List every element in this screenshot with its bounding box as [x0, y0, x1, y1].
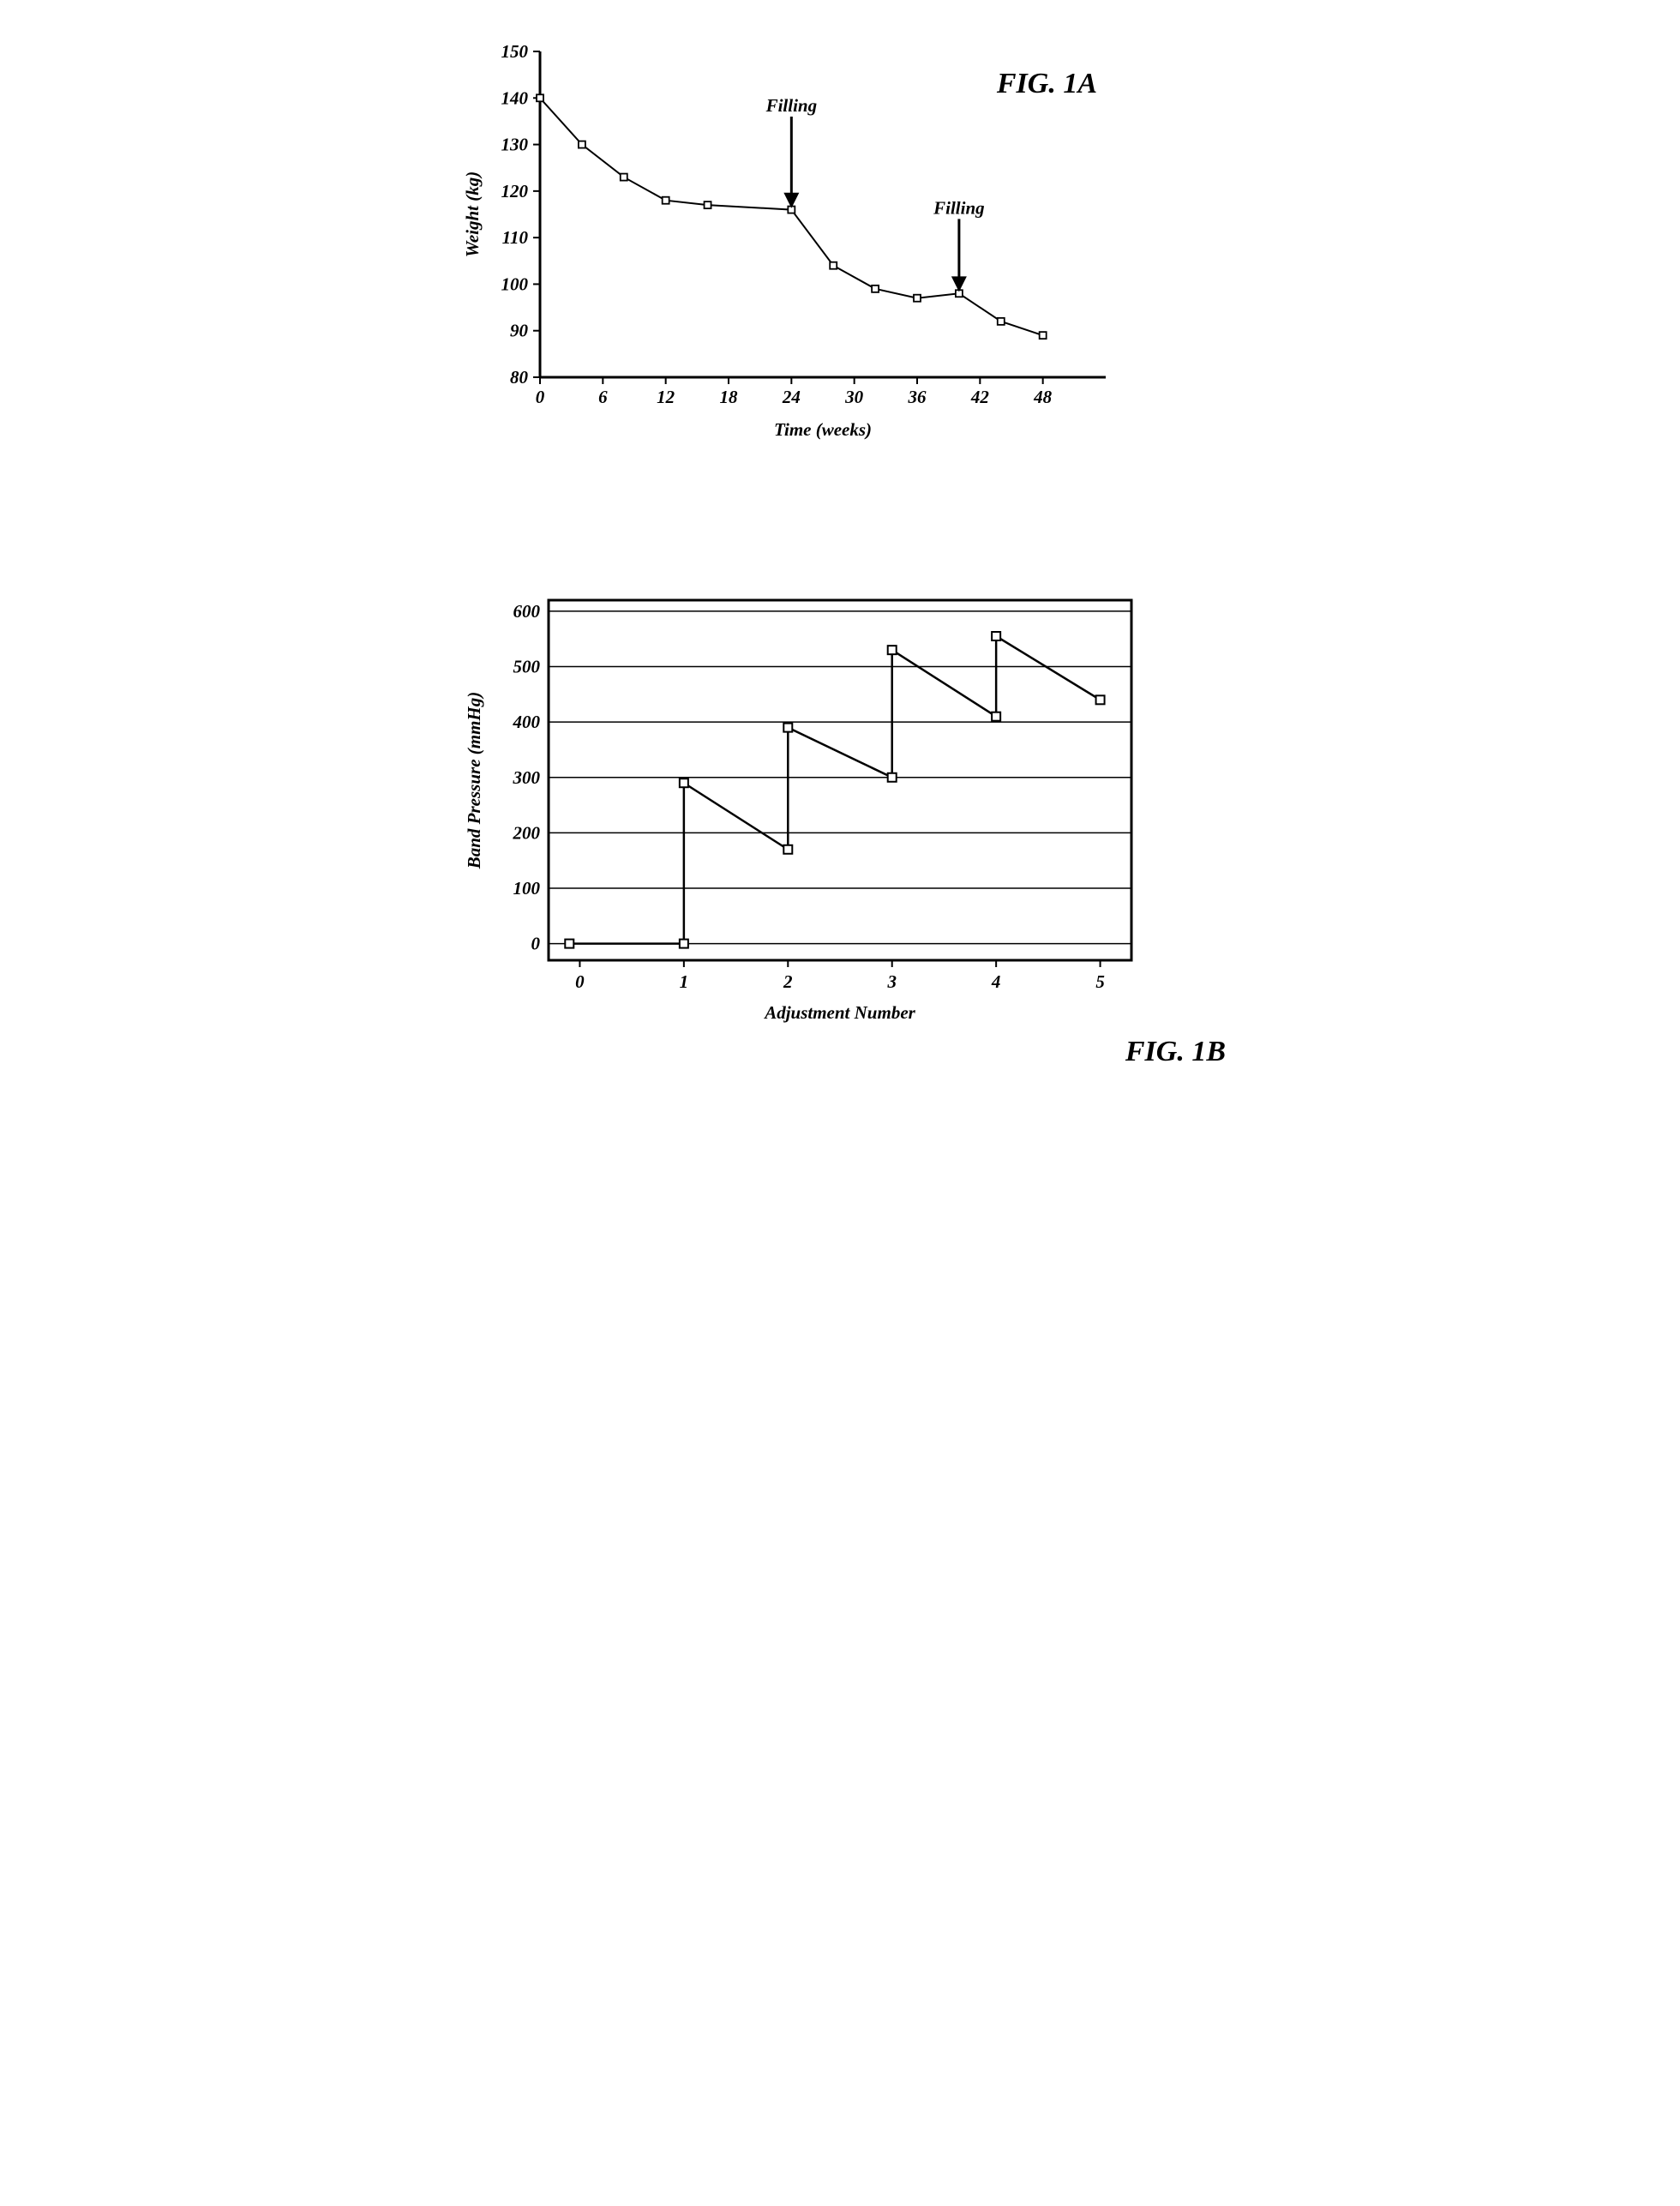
svg-text:3: 3 [886, 971, 897, 992]
svg-text:300: 300 [513, 767, 541, 788]
svg-text:24: 24 [782, 387, 801, 407]
svg-text:0: 0 [536, 387, 545, 407]
svg-text:130: 130 [501, 135, 529, 155]
svg-text:Filling: Filling [933, 197, 985, 218]
svg-text:Filling: Filling [765, 95, 818, 116]
fig-1a-container: 80 90 100 110 120 130 140 150 0 6 12 18 24 30 36 42 48 Ti… [454, 26, 1226, 446]
svg-text:600: 600 [513, 601, 541, 622]
fig-1b-chart: 0 100 200 300 400 500 600 0 1 2 3 4 5 Adjustment Numb… [454, 583, 1149, 1029]
fig-1b-container: 0 100 200 300 400 500 600 0 1 2 3 4 5 Adjustment Numb… [454, 583, 1226, 1068]
svg-text:200: 200 [513, 822, 541, 843]
fig-1b-title: FIG. 1B [454, 1036, 1226, 1068]
svg-text:1: 1 [680, 971, 689, 992]
svg-text:Band Pressure (mmHg): Band Pressure (mmHg) [464, 692, 484, 870]
svg-text:0: 0 [575, 971, 585, 992]
svg-text:FIG. 1A: FIG. 1A [996, 68, 1097, 99]
svg-text:90: 90 [510, 321, 529, 341]
svg-text:110: 110 [502, 227, 529, 248]
svg-text:2: 2 [783, 971, 793, 992]
svg-text:500: 500 [513, 657, 541, 677]
svg-text:80: 80 [510, 367, 529, 388]
svg-text:Adjustment Number: Adjustment Number [763, 1002, 915, 1023]
svg-text:120: 120 [501, 181, 529, 201]
svg-text:42: 42 [970, 387, 990, 407]
svg-text:30: 30 [844, 387, 864, 407]
svg-text:36: 36 [908, 387, 927, 407]
svg-text:Time (weeks): Time (weeks) [774, 419, 872, 440]
svg-text:12: 12 [657, 387, 675, 407]
fig-1a-chart: 80 90 100 110 120 130 140 150 0 6 12 18 24 30 36 42 48 Ti… [454, 26, 1140, 446]
svg-text:Weight (kg): Weight (kg) [462, 171, 483, 258]
svg-text:5: 5 [1095, 971, 1105, 992]
svg-text:140: 140 [501, 87, 529, 108]
svg-text:4: 4 [991, 971, 1001, 992]
svg-text:6: 6 [598, 387, 608, 407]
svg-text:150: 150 [501, 41, 529, 62]
svg-text:100: 100 [513, 878, 541, 899]
svg-text:18: 18 [720, 387, 739, 407]
svg-text:0: 0 [531, 934, 541, 954]
svg-text:100: 100 [501, 273, 529, 294]
svg-text:48: 48 [1033, 387, 1053, 407]
svg-text:400: 400 [513, 712, 541, 732]
